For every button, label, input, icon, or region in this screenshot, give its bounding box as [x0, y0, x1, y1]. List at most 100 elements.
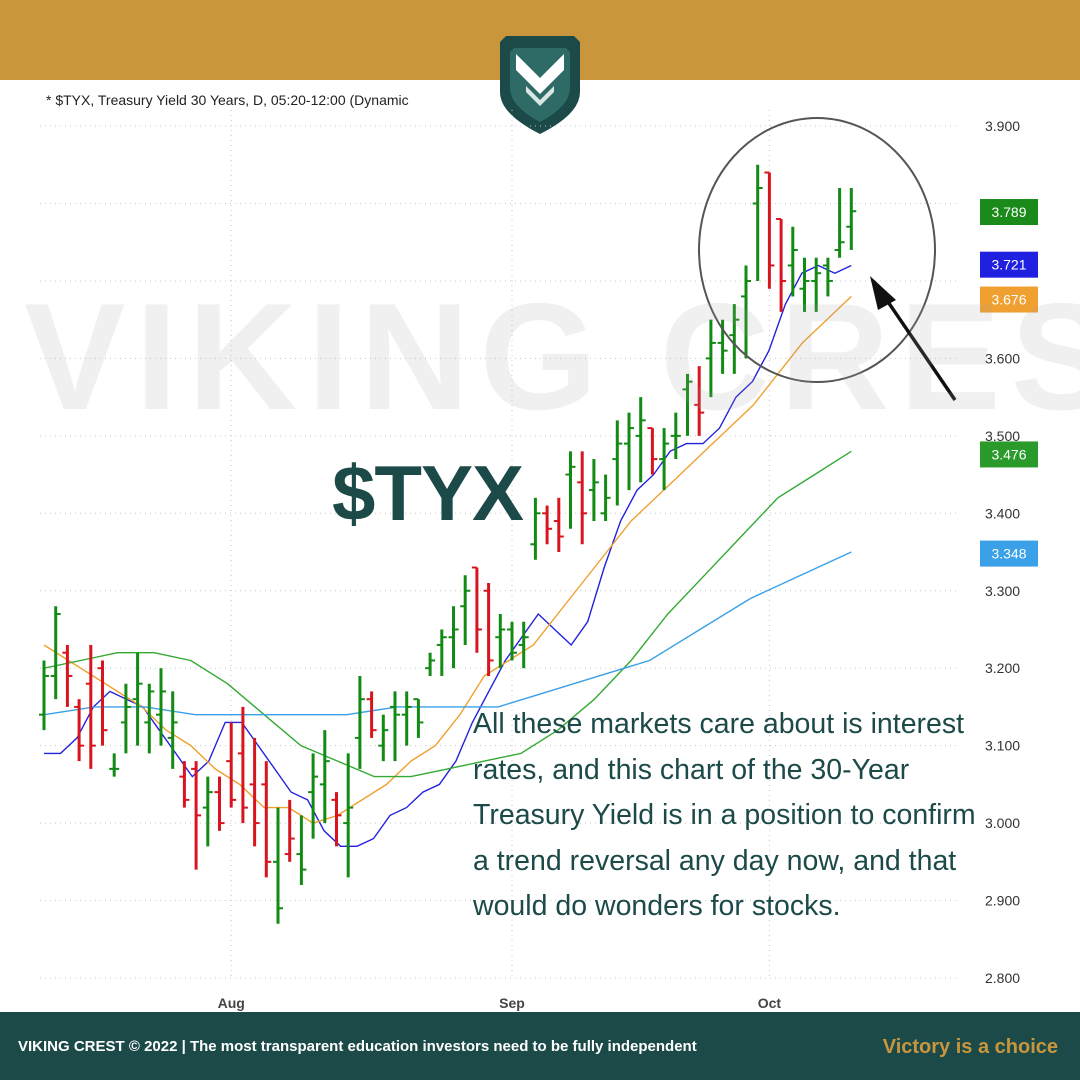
ohlc-bar	[366, 691, 377, 738]
footer-tagline: VIKING CREST © 2022 | The most transpare…	[18, 1038, 697, 1055]
ohlc-bar	[296, 815, 307, 886]
last-value-label-text: 3.789	[991, 204, 1026, 220]
y-tick-label: 3.600	[985, 350, 1020, 366]
moving-average-line-4	[43, 551, 852, 716]
ohlc-bar	[39, 660, 49, 731]
ohlc-bar	[319, 730, 330, 824]
x-tick-label: Aug	[218, 995, 245, 1011]
ohlc-bar	[846, 188, 857, 250]
ohlc-bar	[202, 776, 213, 847]
ohlc-bar	[612, 420, 623, 506]
ohlc-bar	[460, 575, 471, 645]
annotation-text: All these markets care about is interest…	[473, 708, 976, 923]
chart-header: * $TYX, Treasury Yield 30 Years, D, 05:2…	[46, 92, 409, 108]
ohlc-bar	[390, 691, 400, 762]
ohlc-bar	[413, 698, 424, 738]
ohlc-bar	[273, 807, 283, 924]
footer: VIKING CREST © 2022 | The most transpare…	[0, 1012, 1080, 1080]
ohlc-bar	[85, 644, 96, 769]
ohlc-bar	[471, 566, 482, 653]
x-axis-tick-labels: Aug Sep Oct	[218, 995, 782, 1011]
ohlc-bar	[588, 459, 599, 522]
ohlc-bar	[261, 761, 272, 878]
ohlc-bar	[764, 171, 775, 289]
ohlc-bar	[284, 799, 295, 862]
last-value-label: 3.348	[980, 540, 1038, 567]
ohlc-bar	[495, 613, 506, 669]
y-tick-label: 3.400	[985, 505, 1020, 521]
moving-average-lines	[43, 264, 852, 847]
last-value-labels: 3.789 3.721 3.676 3.476 3.348	[980, 199, 1038, 567]
ohlc-bar	[331, 792, 342, 847]
ohlc-bar	[132, 652, 143, 746]
last-value-label: 3.721	[980, 251, 1038, 278]
ohlc-bar	[834, 188, 845, 258]
last-value-label-box	[980, 441, 1038, 468]
last-value-label-text: 3.676	[991, 292, 1026, 308]
last-value-label: 3.476	[980, 441, 1038, 468]
ohlc-bar	[156, 668, 166, 746]
y-axis-tick-labels: 3.900 3.600 3.500 3.400 3.300 3.200 3.100 3.000…	[985, 118, 1020, 986]
last-value-label-box	[980, 540, 1038, 567]
ohlc-bar	[811, 257, 822, 312]
footer-slogan: Victory is a choice	[882, 1036, 1058, 1058]
ohlc-bar	[343, 753, 354, 878]
ohlc-bar	[518, 621, 529, 669]
moving-average-line-2	[43, 295, 852, 824]
ohlc-bar	[308, 753, 319, 839]
ohlc-bar	[624, 412, 634, 491]
ohlc-bar	[448, 606, 459, 669]
ohlc-bar	[74, 699, 85, 762]
y-tick-label: 3.300	[985, 583, 1020, 599]
last-value-label-text: 3.721	[991, 257, 1026, 273]
ticker-title: $TYX	[332, 449, 524, 537]
ohlc-bar	[436, 629, 447, 676]
ohlc-bar	[565, 451, 576, 529]
ohlc-bar	[425, 652, 436, 676]
ohlc-bar	[553, 497, 564, 553]
y-tick-label: 2.900	[985, 893, 1020, 909]
last-value-label-box	[980, 286, 1038, 313]
ohlc-bar	[600, 474, 611, 522]
last-value-label-text: 3.476	[991, 446, 1026, 462]
ohlc-bar	[237, 706, 248, 824]
ohlc-bar	[378, 714, 389, 762]
ohlc-bar	[401, 691, 412, 746]
ohlc-bars	[39, 164, 857, 924]
ohlc-bar	[705, 319, 716, 398]
ohlc-bar	[752, 164, 763, 281]
last-value-label-text: 3.348	[991, 546, 1026, 562]
ohlc-bar	[507, 621, 517, 661]
moving-average-line-1	[44, 264, 852, 847]
ohlc-bar	[694, 366, 705, 436]
ohlc-bar	[144, 683, 155, 754]
y-tick-label: 2.800	[985, 970, 1020, 986]
ohlc-bar	[682, 373, 693, 436]
ohlc-bar	[483, 583, 494, 676]
ohlc-bar	[822, 257, 833, 297]
ohlc-bar	[214, 776, 225, 831]
highlight-circle	[698, 117, 936, 383]
y-tick-label: 3.900	[985, 118, 1020, 134]
last-value-label: 3.676	[980, 286, 1038, 313]
ohlc-bar	[167, 691, 178, 769]
ohlc-bar	[249, 737, 260, 847]
ohlc-bar	[776, 217, 787, 312]
ohlc-bar	[226, 722, 237, 808]
y-tick-label: 3.000	[985, 815, 1020, 831]
y-tick-label: 3.100	[985, 738, 1020, 754]
ohlc-bar	[62, 644, 73, 707]
last-value-label: 3.789	[980, 199, 1038, 226]
y-tick-label: 3.500	[985, 428, 1020, 444]
ohlc-bar	[729, 304, 740, 374]
ohlc-bar	[577, 451, 588, 545]
ohlc-bar	[542, 505, 553, 545]
moving-average-line-3	[43, 450, 852, 778]
ohlc-bar	[741, 265, 751, 359]
ohlc-bar	[191, 761, 202, 870]
y-tick-label: 3.200	[985, 660, 1020, 676]
ohlc-bar	[530, 497, 541, 560]
x-tick-label: Sep	[499, 995, 525, 1011]
ohlc-bar	[120, 683, 131, 754]
pointer-arrow-icon	[870, 276, 957, 401]
